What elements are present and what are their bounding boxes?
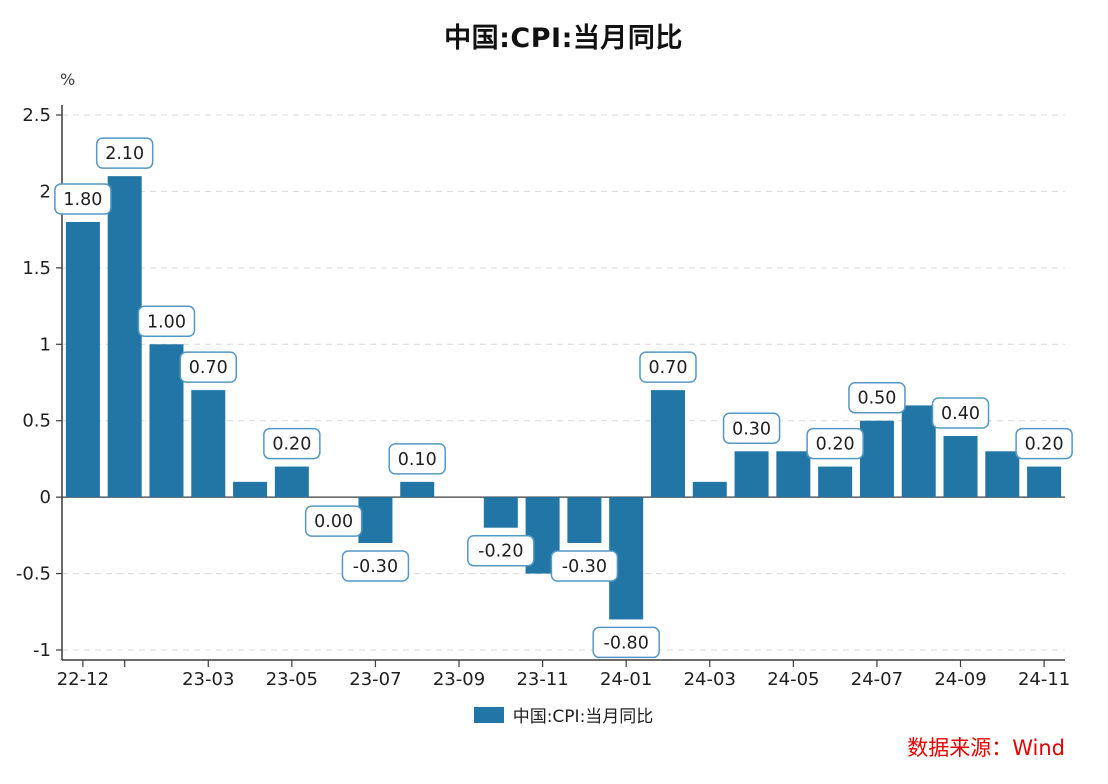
data-label: -0.80 <box>604 633 649 653</box>
data-label: 0.20 <box>816 435 855 455</box>
legend: 中国:CPI:当月同比 <box>62 702 1065 727</box>
data-label: 0.20 <box>272 435 311 455</box>
legend-swatch <box>473 706 504 723</box>
bar-23-12 <box>567 497 602 543</box>
bar-23-01 <box>107 176 142 498</box>
y-tick-label: 2.5 <box>22 105 51 126</box>
bar-24-04 <box>734 451 769 498</box>
y-tick-label: 1 <box>40 334 51 355</box>
x-tick-label: 23-11 <box>516 669 568 690</box>
bar-24-06 <box>818 466 853 498</box>
bar-23-04 <box>233 481 268 498</box>
legend-label: 中国:CPI:当月同比 <box>512 707 654 727</box>
data-label-box <box>592 626 660 659</box>
data-source-note: 数据来源：Wind <box>907 736 1065 760</box>
chart-title: 中国:CPI:当月同比 <box>444 23 683 54</box>
data-label-box <box>467 534 535 567</box>
bar-23-03 <box>191 390 226 498</box>
data-label: -0.30 <box>562 557 607 577</box>
bar-23-08 <box>400 481 435 498</box>
x-tick-label: 22-12 <box>57 669 109 690</box>
y-tick-label: -1 <box>33 640 51 661</box>
x-tick-label: 23-05 <box>266 669 318 690</box>
data-label: 2.10 <box>105 144 144 164</box>
y-axis-unit-label: % <box>60 70 76 89</box>
data-label: 0.30 <box>732 419 771 439</box>
data-label-box <box>341 550 410 582</box>
data-label-box <box>95 137 154 169</box>
x-tick-label: 24-01 <box>600 669 652 690</box>
bar-24-03 <box>692 481 727 498</box>
data-label-box <box>931 397 990 429</box>
data-label: 0.40 <box>941 404 980 424</box>
bar-24-02 <box>650 390 685 498</box>
data-label-box <box>137 305 196 338</box>
bar-24-07 <box>859 420 894 498</box>
data-label: -0.30 <box>353 557 398 577</box>
x-tick-label: 24-03 <box>684 669 736 690</box>
data-label: 0.20 <box>1025 435 1064 455</box>
y-tick-label: 0.5 <box>22 411 51 432</box>
data-label: 0.70 <box>648 358 687 378</box>
data-label: 1.00 <box>147 312 186 332</box>
data-label: -0.20 <box>478 542 523 562</box>
data-label-box <box>304 505 363 537</box>
x-tick-label: 24-11 <box>1018 669 1070 690</box>
data-label: 0.70 <box>189 358 228 378</box>
y-tick-label: -0.5 <box>16 564 51 585</box>
bar-24-11 <box>1027 466 1062 498</box>
bar-24-08 <box>901 405 936 498</box>
y-tick-label: 1.5 <box>22 258 51 279</box>
bar-23-05 <box>274 466 309 498</box>
y-tick-label: 2 <box>40 181 51 202</box>
x-tick-label: 23-03 <box>182 669 234 690</box>
y-tick-label: 0 <box>40 487 51 508</box>
bar-24-10 <box>985 451 1020 498</box>
data-label: 0.50 <box>857 389 896 409</box>
bar-22-12 <box>65 222 100 498</box>
data-label-box <box>179 351 238 383</box>
data-label-box <box>806 427 864 460</box>
data-label-box <box>639 351 697 383</box>
data-label-box <box>848 381 906 414</box>
x-tick-label: 23-07 <box>349 669 401 690</box>
x-tick-label: 24-07 <box>851 669 903 690</box>
bar-24-05 <box>776 451 811 498</box>
data-label: 0.10 <box>398 450 437 470</box>
data-label-box <box>550 550 619 582</box>
x-tick-label: 24-05 <box>767 669 819 690</box>
data-label-box <box>263 427 321 460</box>
data-label-box <box>54 183 112 215</box>
cpi-bar-chart: 2.521.510.50-0.5-122-12 23-03 23-05 23-07 23… <box>16 105 1073 690</box>
bar-23-07 <box>358 497 393 543</box>
data-label-box <box>388 443 446 475</box>
bar-24-09 <box>943 436 978 498</box>
x-tick-label: 23-09 <box>433 669 485 690</box>
data-label: 1.80 <box>63 190 102 210</box>
data-label-box <box>1015 427 1073 460</box>
bar-23-02 <box>149 344 184 498</box>
x-tick-label: 24-09 <box>934 669 986 690</box>
data-label: 0.00 <box>314 512 353 532</box>
data-label-box <box>722 412 781 445</box>
bar-23-10 <box>483 497 518 528</box>
